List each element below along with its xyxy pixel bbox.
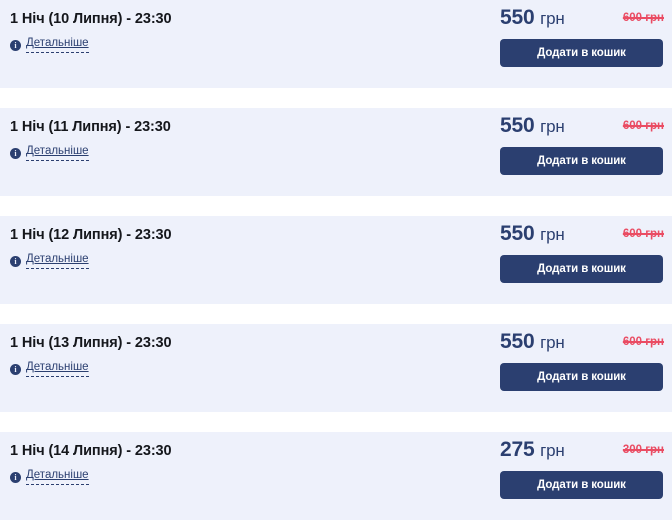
add-to-cart-button[interactable]: Додати в кошик <box>500 147 663 175</box>
details-link[interactable]: Детальніше <box>26 253 89 269</box>
current-price: 550 грн <box>500 222 565 247</box>
add-to-cart-button[interactable]: Додати в кошик <box>500 39 663 67</box>
offer-row-2: 1 Ніч (11 Липня) - 23:30 i Детальніше 55… <box>0 108 672 196</box>
offer-row-1: 1 Ніч (10 Липня) - 23:30 i Детальніше 55… <box>0 0 672 88</box>
offer-price-block: 550 грн 600 грн Додати в кошик <box>500 324 664 391</box>
offer-price-block: 550 грн 600 грн Додати в кошик <box>500 216 664 283</box>
offer-details-line: i Детальніше <box>10 361 480 377</box>
offer-info-block: 1 Ніч (12 Липня) - 23:30 i Детальніше <box>10 226 480 269</box>
current-price-amount: 550 <box>500 222 535 245</box>
current-price-unit: грн <box>540 117 565 136</box>
current-price: 550 грн <box>500 6 565 31</box>
offer-info-block: 1 Ніч (13 Липня) - 23:30 i Детальніше <box>10 334 480 377</box>
offer-details-line: i Детальніше <box>10 253 480 269</box>
offer-row-3: 1 Ніч (12 Липня) - 23:30 i Детальніше 55… <box>0 216 672 304</box>
current-price-unit: грн <box>540 441 565 460</box>
offer-title: 1 Ніч (11 Липня) - 23:30 <box>10 119 171 135</box>
details-link[interactable]: Детальніше <box>26 361 89 377</box>
offer-title: 1 Ніч (12 Липня) - 23:30 <box>10 227 172 243</box>
offer-title: 1 Ніч (14 Липня) - 23:30 <box>10 443 172 459</box>
offer-details-line: i Детальніше <box>10 469 480 485</box>
current-price-unit: грн <box>540 333 565 352</box>
old-price: 600 грн <box>622 120 664 132</box>
price-line: 550 грн 600 грн <box>500 324 664 354</box>
old-price: 600 грн <box>622 12 664 24</box>
info-icon: i <box>10 363 21 375</box>
offer-row-4: 1 Ніч (13 Липня) - 23:30 i Детальніше 55… <box>0 324 672 412</box>
info-icon: i <box>10 471 21 483</box>
info-icon: i <box>10 147 21 159</box>
offer-title: 1 Ніч (10 Липня) - 23:30 <box>10 11 172 27</box>
add-to-cart-button[interactable]: Додати в кошик <box>500 363 663 391</box>
add-to-cart-button[interactable]: Додати в кошик <box>500 255 663 283</box>
offer-price-block: 275 грн 300 грн Додати в кошик <box>500 432 664 499</box>
offer-info-block: 1 Ніч (14 Липня) - 23:30 i Детальніше <box>10 442 480 485</box>
current-price-amount: 550 <box>500 114 535 137</box>
old-price: 300 грн <box>622 444 664 456</box>
current-price-unit: грн <box>540 9 565 28</box>
info-icon: i <box>10 39 21 51</box>
add-to-cart-button[interactable]: Додати в кошик <box>500 471 663 499</box>
current-price: 550 грн <box>500 330 565 355</box>
current-price-unit: грн <box>540 225 565 244</box>
price-line: 550 грн 600 грн <box>500 108 664 138</box>
details-link[interactable]: Детальніше <box>26 37 89 53</box>
details-link[interactable]: Детальніше <box>26 469 89 485</box>
price-line: 550 грн 600 грн <box>500 0 664 30</box>
current-price-amount: 550 <box>500 330 535 353</box>
info-icon: i <box>10 255 21 267</box>
details-link[interactable]: Детальніше <box>26 145 89 161</box>
old-price: 600 грн <box>622 228 664 240</box>
offer-info-block: 1 Ніч (10 Липня) - 23:30 i Детальніше <box>10 10 480 53</box>
offer-info-block: 1 Ніч (11 Липня) - 23:30 i Детальніше <box>10 118 480 161</box>
current-price-amount: 275 <box>500 438 535 461</box>
offer-price-block: 550 грн 600 грн Додати в кошик <box>500 108 664 175</box>
old-price: 600 грн <box>622 336 664 348</box>
offer-row-5: 1 Ніч (14 Липня) - 23:30 i Детальніше 27… <box>0 432 672 520</box>
offer-details-line: i Детальніше <box>10 145 480 161</box>
current-price-amount: 550 <box>500 6 535 29</box>
current-price: 550 грн <box>500 114 565 139</box>
offer-details-line: i Детальніше <box>10 37 480 53</box>
price-line: 550 грн 600 грн <box>500 216 664 246</box>
offer-title: 1 Ніч (13 Липня) - 23:30 <box>10 335 172 351</box>
price-line: 275 грн 300 грн <box>500 432 664 462</box>
current-price: 275 грн <box>500 438 565 463</box>
offer-price-block: 550 грн 600 грн Додати в кошик <box>500 0 664 67</box>
